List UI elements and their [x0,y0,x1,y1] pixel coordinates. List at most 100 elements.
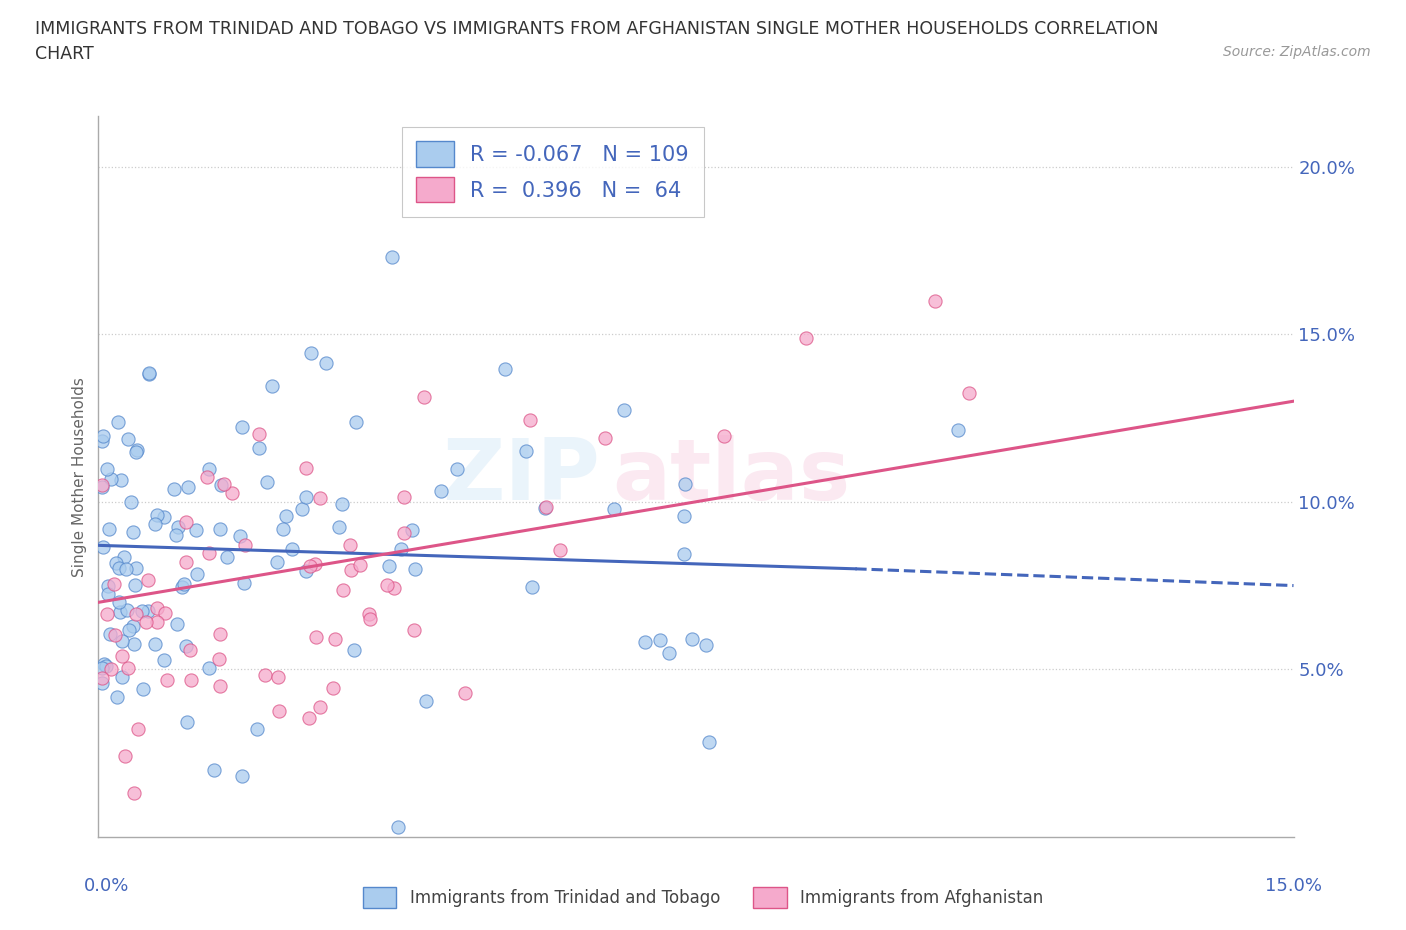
Point [548,543,571,558]
Point [246,722,269,737]
Point [207,652,229,667]
Point [229,529,252,544]
Point [184,523,207,538]
Point [156,672,179,687]
Point [91,676,114,691]
Point [197,461,219,476]
Point [672,509,695,524]
Point [215,550,238,565]
Point [343,643,366,658]
Point [107,594,129,609]
Point [138,365,160,380]
Legend: Immigrants from Trinidad and Tobago, Immigrants from Afghanistan: Immigrants from Trinidad and Tobago, Imm… [356,881,1050,914]
Point [114,749,136,764]
Point [104,628,127,643]
Point [111,670,134,684]
Point [415,694,437,709]
Point [176,714,198,729]
Text: CHART: CHART [35,45,94,62]
Point [681,631,703,646]
Point [174,639,197,654]
Point [127,721,149,736]
Point [291,501,314,516]
Point [359,606,381,621]
Point [453,686,475,701]
Point [135,614,157,629]
Point [117,660,139,675]
Point [256,474,278,489]
Point [117,432,139,446]
Point [110,472,132,487]
Point [122,618,145,633]
Point [107,415,129,430]
Point [392,525,415,540]
Point [280,542,302,557]
Point [125,606,148,621]
Point [96,606,118,621]
Point [233,538,256,552]
Point [266,554,288,569]
Point [105,690,128,705]
Point [174,554,197,569]
Point [267,703,290,718]
Point [112,550,135,565]
Point [697,734,720,749]
Point [695,638,717,653]
Point [494,362,516,377]
Point [344,415,367,430]
Text: ZIP: ZIP [443,435,600,518]
Point [328,519,350,534]
Point [136,604,159,618]
Point [94,658,117,673]
Point [91,429,114,444]
Point [387,819,409,834]
Point [122,525,145,539]
Point [924,293,946,308]
Point [298,559,321,574]
Point [97,578,120,593]
Point [177,480,200,495]
Point [132,682,155,697]
Point [209,522,232,537]
Point [330,497,353,512]
Point [650,633,672,648]
Point [146,508,169,523]
Point [197,546,219,561]
Point [91,433,114,448]
Text: IMMIGRANTS FROM TRINIDAD AND TOBAGO VS IMMIGRANTS FROM AFGHANISTAN SINGLE MOTHER: IMMIGRANTS FROM TRINIDAD AND TOBAGO VS I… [35,20,1159,38]
Point [519,412,541,427]
Point [100,472,122,486]
Point [402,622,425,637]
Point [202,763,225,777]
Point [309,700,332,715]
Point [167,520,190,535]
Point [295,460,318,475]
Point [295,490,318,505]
Point [163,482,186,497]
Point [104,555,127,570]
Point [231,419,253,434]
Point [195,470,218,485]
Point [118,623,141,638]
Point [603,502,626,517]
Point [634,634,657,649]
Point [166,617,188,631]
Point [593,431,616,445]
Point [382,581,405,596]
Point [120,495,142,510]
Point [262,379,284,393]
Point [174,514,197,529]
Point [713,429,735,444]
Point [91,660,114,675]
Point [446,461,468,476]
Point [323,631,346,646]
Point [515,444,537,458]
Point [392,489,415,504]
Text: 0.0%: 0.0% [84,877,129,895]
Point [247,441,270,456]
Point [91,671,114,685]
Point [389,541,412,556]
Point [108,561,131,576]
Point [221,485,243,500]
Point [304,556,326,571]
